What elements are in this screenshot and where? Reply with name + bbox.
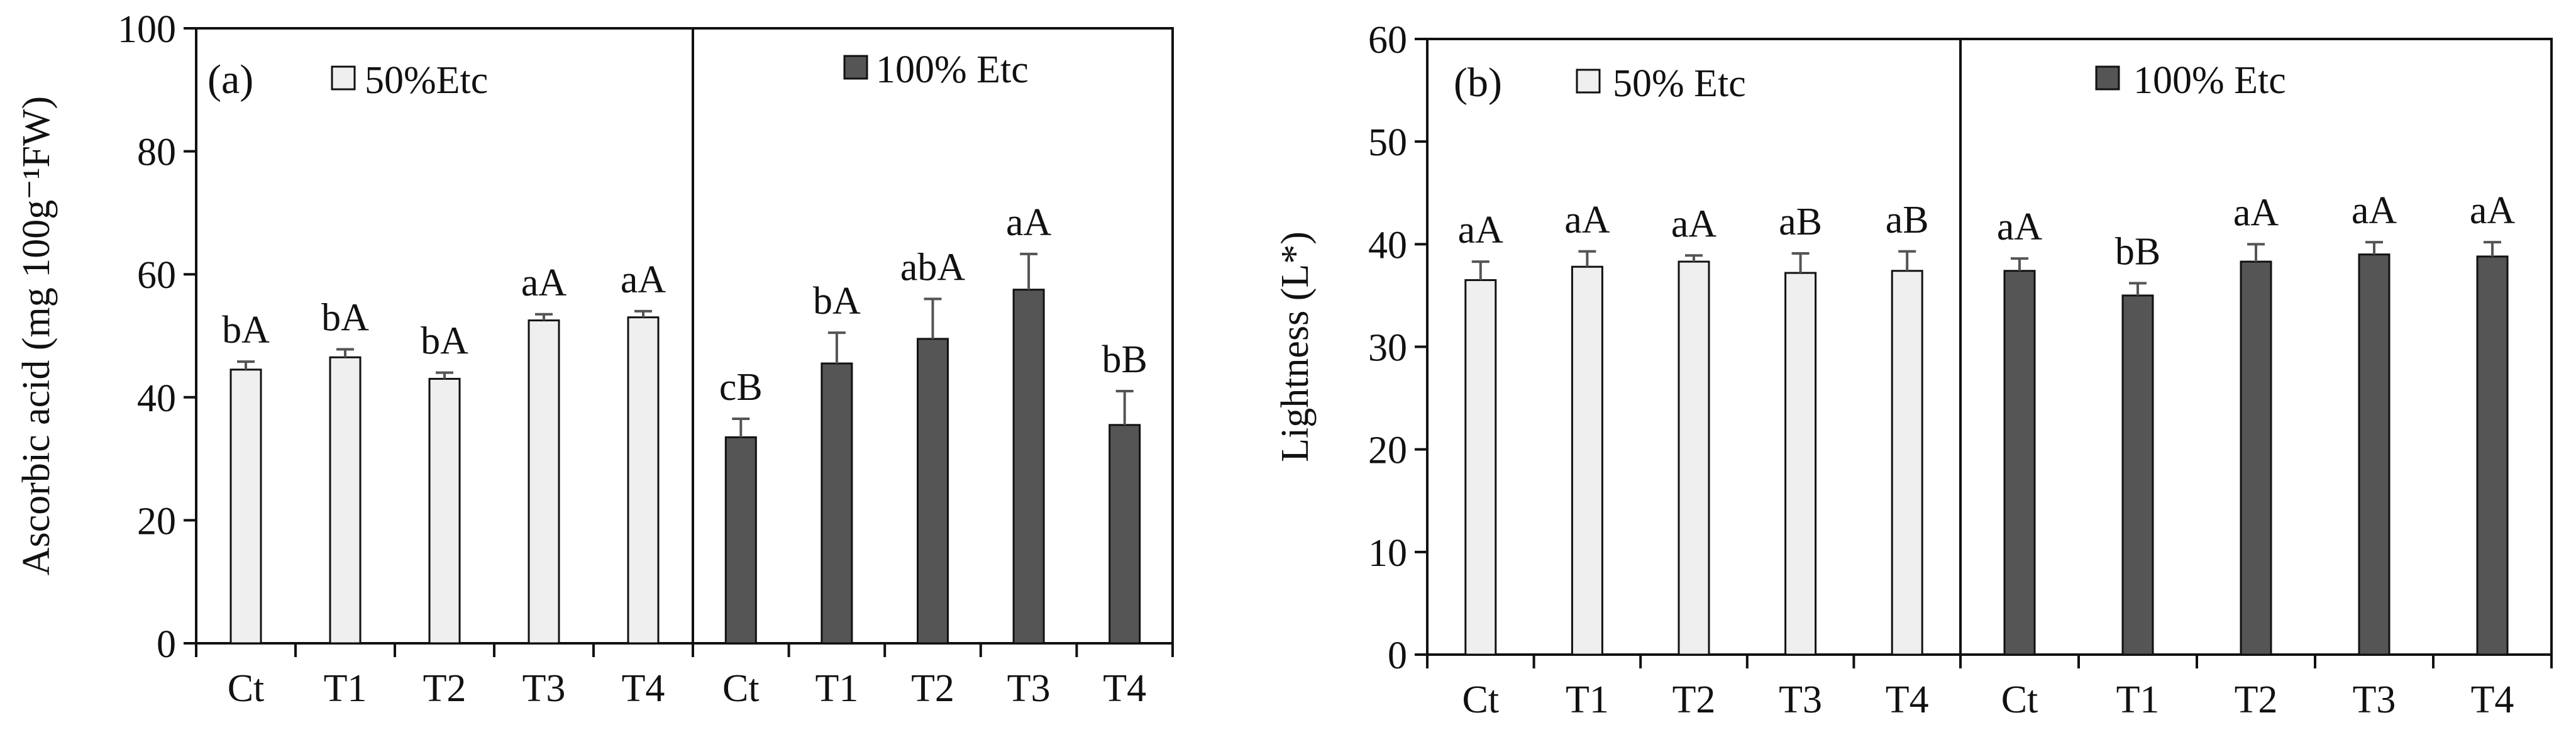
bar (2240, 260, 2272, 656)
significance-letter: aA (1671, 202, 1717, 245)
bar (1464, 279, 1497, 656)
y-tick-label: 0 (157, 623, 176, 666)
bar (1108, 424, 1141, 645)
x-tick-label: T2 (911, 667, 954, 710)
x-tick-label: T3 (1779, 678, 1822, 721)
x-tick-label: T1 (815, 667, 858, 710)
x-tick-label: T1 (324, 667, 367, 710)
y-tick-label: 60 (137, 254, 176, 297)
y-tick-label: 10 (1368, 532, 1407, 575)
legend-swatch (1576, 69, 1601, 94)
y-tick-label: 30 (1368, 327, 1407, 370)
x-tick-label: Ct (2001, 678, 2038, 721)
panel-ascorbic-acid: 0 20 40 60 80 100 Ascorbic acid (mg 100g⁻¹FW) (… (15, 8, 1174, 710)
y-tick-label: 40 (1368, 224, 1407, 267)
y-tick-label: 40 (137, 377, 176, 420)
significance-letter: aB (1779, 201, 1822, 243)
bar (917, 338, 949, 645)
bar (724, 436, 757, 645)
y-tick-label: 0 (1388, 634, 1407, 677)
legend-label: 50%Etc (365, 59, 488, 102)
significance-letter: aA (621, 258, 666, 301)
x-tick-label: Ct (1462, 678, 1500, 721)
y-tick-label: 100 (118, 8, 176, 51)
bar (1571, 265, 1603, 656)
significance-letter: aA (521, 262, 567, 304)
bar (1678, 260, 1710, 656)
y-tick-label: 20 (1368, 429, 1407, 472)
significance-letter: aA (1006, 201, 1052, 244)
y-axis-title: Lightness (L*) (1274, 231, 1317, 462)
x-tick-label: T2 (423, 667, 467, 710)
y-tick-label: 20 (137, 500, 176, 543)
bar (1891, 270, 1923, 656)
significance-letter: abA (900, 246, 966, 289)
x-tick-label: T4 (2471, 678, 2514, 721)
significance-letter: aB (1886, 199, 1929, 241)
x-tick-label: Ct (228, 667, 265, 710)
y-tick-label: 50 (1368, 121, 1407, 164)
significance-letter: bB (1102, 338, 1147, 381)
bar (627, 316, 660, 645)
x-tick-label: T3 (522, 667, 566, 710)
y-axis-title: Ascorbic acid (mg 100g⁻¹FW) (15, 96, 58, 575)
significance-letter: cB (719, 366, 763, 409)
legend-label: 100% Etc (876, 48, 1029, 91)
legend-swatch (2095, 65, 2120, 91)
legend-swatch (843, 55, 868, 80)
bar (528, 319, 560, 645)
x-tick-label: T4 (1103, 667, 1146, 710)
panel-lightness: 0 10 20 30 40 50 60 Lightness (L*) (b) 50% Etc aA C… (1274, 19, 2553, 721)
significance-letter: aA (2233, 191, 2279, 234)
bar (1784, 272, 1817, 656)
x-tick-label: T4 (622, 667, 665, 710)
bar (2121, 294, 2154, 656)
x-tick-label: T1 (1566, 678, 1609, 721)
bar (1012, 289, 1045, 645)
significance-letter: aA (1997, 206, 2043, 248)
significance-letter: bA (421, 320, 468, 363)
bar (428, 377, 461, 645)
significance-letter: bA (813, 280, 861, 323)
significance-letter: bB (2115, 230, 2160, 273)
bar (329, 356, 362, 645)
significance-letter: bA (222, 309, 270, 352)
legend-swatch (331, 65, 356, 91)
significance-letter: aA (1458, 209, 1504, 252)
significance-letter: aA (2352, 189, 2397, 232)
legend-label: 50% Etc (1613, 62, 1746, 105)
x-tick-label: T3 (1007, 667, 1051, 710)
x-tick-label: T1 (2116, 678, 2160, 721)
panel-label: (a) (207, 57, 253, 102)
bar (821, 362, 853, 645)
significance-letter: aA (1564, 199, 1610, 241)
bar (229, 368, 262, 645)
x-tick-label: T2 (1672, 678, 1716, 721)
legend-label: 100% Etc (2133, 59, 2286, 102)
y-tick-label: 60 (1368, 19, 1407, 62)
y-tick-label: 80 (137, 131, 176, 174)
bar (2358, 253, 2391, 656)
panel-label: (b) (1454, 60, 1502, 106)
significance-letter: aA (2470, 189, 2516, 232)
significance-letter: bA (321, 297, 369, 340)
bar (2476, 255, 2509, 656)
x-tick-label: Ct (722, 667, 760, 710)
x-tick-label: T3 (2353, 678, 2396, 721)
x-tick-label: T2 (2235, 678, 2278, 721)
x-tick-label: T4 (1886, 678, 1929, 721)
bar (2003, 270, 2036, 656)
